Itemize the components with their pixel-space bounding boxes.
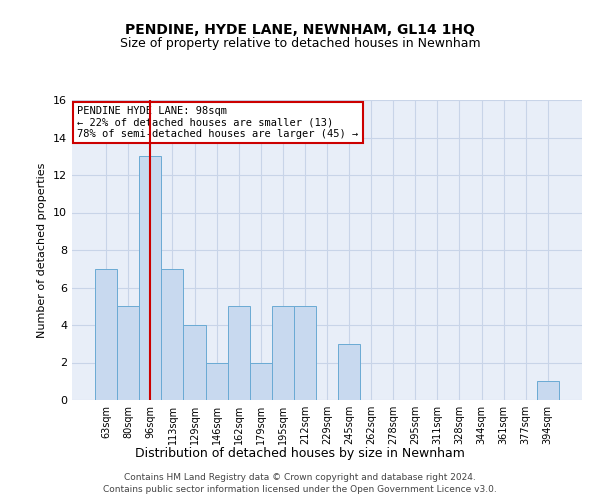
Text: PENDINE, HYDE LANE, NEWNHAM, GL14 1HQ: PENDINE, HYDE LANE, NEWNHAM, GL14 1HQ [125, 22, 475, 36]
Bar [95, 269, 117, 400]
Bar [184, 325, 206, 400]
Bar [139, 156, 161, 400]
Bar [117, 306, 139, 400]
Bar [250, 362, 272, 400]
Text: Contains public sector information licensed under the Open Government Licence v3: Contains public sector information licen… [103, 485, 497, 494]
Bar [161, 269, 184, 400]
Text: PENDINE HYDE LANE: 98sqm
← 22% of detached houses are smaller (13)
78% of semi-d: PENDINE HYDE LANE: 98sqm ← 22% of detach… [77, 106, 358, 139]
Bar [272, 306, 294, 400]
Bar [227, 306, 250, 400]
Text: Contains HM Land Registry data © Crown copyright and database right 2024.: Contains HM Land Registry data © Crown c… [124, 472, 476, 482]
Bar [206, 362, 227, 400]
Y-axis label: Number of detached properties: Number of detached properties [37, 162, 47, 338]
Text: Distribution of detached houses by size in Newnham: Distribution of detached houses by size … [135, 448, 465, 460]
Bar [537, 381, 559, 400]
Text: Size of property relative to detached houses in Newnham: Size of property relative to detached ho… [119, 38, 481, 51]
Bar [294, 306, 316, 400]
Bar [338, 344, 360, 400]
